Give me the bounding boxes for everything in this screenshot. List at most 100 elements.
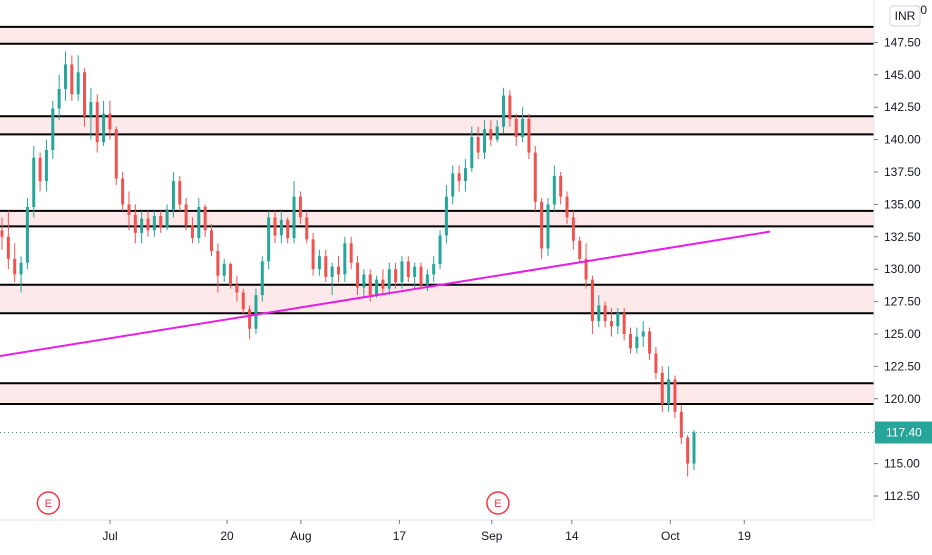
candle-body[interactable] bbox=[489, 129, 493, 140]
candle-body[interactable] bbox=[686, 437, 690, 464]
candle-body[interactable] bbox=[203, 206, 207, 231]
candle-body[interactable] bbox=[336, 266, 340, 275]
candle-body[interactable] bbox=[83, 72, 87, 117]
candle-body[interactable] bbox=[273, 217, 277, 236]
candle-body[interactable] bbox=[654, 353, 658, 373]
earnings-event-marker[interactable]: E bbox=[36, 491, 61, 515]
candle-body[interactable] bbox=[127, 204, 131, 215]
candle-body[interactable] bbox=[387, 269, 391, 289]
candle-body[interactable] bbox=[76, 72, 80, 95]
candle-body[interactable] bbox=[114, 129, 118, 179]
candle-body[interactable] bbox=[89, 102, 93, 117]
candle-body[interactable] bbox=[540, 201, 544, 249]
candle-body[interactable] bbox=[267, 217, 271, 262]
candle-body[interactable] bbox=[616, 313, 620, 327]
candle-body[interactable] bbox=[311, 239, 315, 270]
candle-body[interactable] bbox=[133, 214, 137, 233]
currency-button[interactable]: INR bbox=[889, 5, 921, 27]
last-price-tag[interactable]: 117.40 bbox=[875, 421, 932, 444]
candle-body[interactable] bbox=[368, 274, 372, 296]
candle-body[interactable] bbox=[324, 256, 328, 277]
candle-body[interactable] bbox=[32, 157, 36, 207]
candle-body[interactable] bbox=[25, 206, 29, 263]
candle-body[interactable] bbox=[19, 262, 23, 275]
candle-body[interactable] bbox=[590, 279, 594, 322]
candle-body[interactable] bbox=[375, 279, 379, 296]
candle-body[interactable] bbox=[406, 261, 410, 277]
candle-body[interactable] bbox=[508, 95, 512, 119]
candle-body[interactable] bbox=[578, 240, 582, 259]
candle-body[interactable] bbox=[108, 113, 112, 130]
candle-body[interactable] bbox=[609, 321, 613, 327]
candle-body[interactable] bbox=[603, 305, 607, 322]
candle-body[interactable] bbox=[159, 216, 163, 228]
candle-body[interactable] bbox=[648, 331, 652, 354]
candle-body[interactable] bbox=[152, 216, 156, 231]
candle-body[interactable] bbox=[63, 64, 67, 90]
candle-body[interactable] bbox=[317, 256, 321, 270]
candle-body[interactable] bbox=[6, 236, 10, 259]
candle-body[interactable] bbox=[597, 305, 601, 322]
candle-body[interactable] bbox=[286, 219, 290, 239]
trendline[interactable] bbox=[0, 230, 771, 358]
candle-body[interactable] bbox=[438, 235, 442, 265]
candle-body[interactable] bbox=[57, 89, 61, 109]
candle-body[interactable] bbox=[457, 173, 461, 182]
candle-body[interactable] bbox=[241, 292, 245, 310]
candle-body[interactable] bbox=[0, 230, 4, 237]
candle-body[interactable] bbox=[425, 274, 429, 285]
candle-body[interactable] bbox=[184, 204, 188, 226]
candle-body[interactable] bbox=[629, 334, 633, 349]
candle-body[interactable] bbox=[679, 411, 683, 438]
candle-body[interactable] bbox=[400, 261, 404, 283]
candle-body[interactable] bbox=[470, 137, 474, 169]
candle-body[interactable] bbox=[292, 196, 296, 239]
candle-body[interactable] bbox=[248, 309, 252, 329]
candle-body[interactable] bbox=[279, 219, 283, 236]
candle-body[interactable] bbox=[546, 204, 550, 249]
candle-body[interactable] bbox=[527, 118, 531, 153]
candle-body[interactable] bbox=[13, 258, 17, 275]
candle-body[interactable] bbox=[171, 181, 175, 210]
candle-body[interactable] bbox=[210, 230, 214, 252]
candle-body[interactable] bbox=[660, 372, 664, 404]
candle-body[interactable] bbox=[330, 266, 334, 277]
candle-body[interactable] bbox=[254, 295, 258, 329]
candle-body[interactable] bbox=[235, 284, 239, 293]
candle-body[interactable] bbox=[222, 264, 226, 276]
candle-body[interactable] bbox=[51, 108, 55, 150]
candle-body[interactable] bbox=[305, 217, 309, 240]
candle-body[interactable] bbox=[362, 274, 366, 288]
candle-body[interactable] bbox=[641, 331, 645, 337]
candle-body[interactable] bbox=[502, 95, 506, 127]
candle-body[interactable] bbox=[44, 149, 48, 182]
candle-body[interactable] bbox=[584, 258, 588, 280]
candle-body[interactable] bbox=[482, 129, 486, 153]
candle-body[interactable] bbox=[229, 264, 233, 285]
candle-body[interactable] bbox=[146, 218, 150, 231]
candle-body[interactable] bbox=[622, 313, 626, 334]
candle-body[interactable] bbox=[432, 264, 436, 275]
candle-body[interactable] bbox=[476, 137, 480, 153]
candle-body[interactable] bbox=[70, 64, 74, 95]
candle-body[interactable] bbox=[356, 262, 360, 288]
candle-body[interactable] bbox=[559, 175, 563, 197]
candle-body[interactable] bbox=[216, 251, 220, 276]
candle-body[interactable] bbox=[121, 178, 125, 205]
candle-body[interactable] bbox=[140, 218, 144, 233]
candle-body[interactable] bbox=[95, 102, 99, 143]
candle-body[interactable] bbox=[571, 217, 575, 241]
candle-body[interactable] bbox=[260, 261, 264, 296]
candle-body[interactable] bbox=[514, 118, 518, 138]
candle-body[interactable] bbox=[394, 269, 398, 283]
candle-body[interactable] bbox=[565, 196, 569, 218]
candle-body[interactable] bbox=[349, 243, 353, 263]
candle-body[interactable] bbox=[413, 266, 417, 277]
candle-body[interactable] bbox=[552, 175, 556, 205]
candle-body[interactable] bbox=[419, 266, 423, 285]
candle-body[interactable] bbox=[692, 432, 696, 464]
candle-body[interactable] bbox=[673, 379, 677, 412]
candle-body[interactable] bbox=[102, 113, 106, 143]
